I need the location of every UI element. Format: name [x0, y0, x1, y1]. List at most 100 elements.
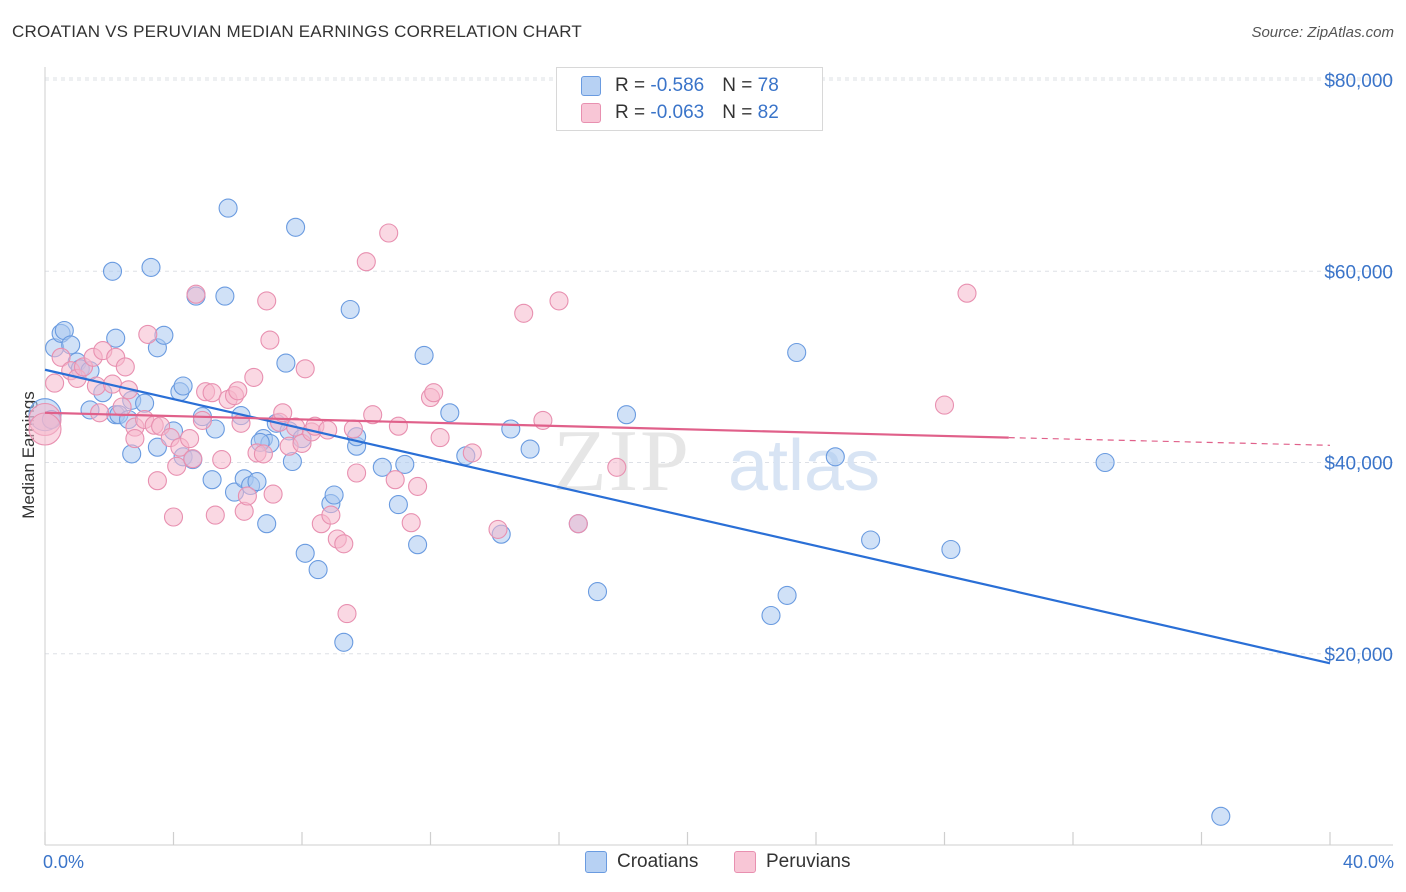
peruvians-point: [51, 347, 71, 367]
series-legend-swatch-croatians: [585, 851, 607, 873]
peruvians-point: [424, 383, 444, 403]
peruvians-point: [260, 330, 280, 350]
peruvians-point: [363, 405, 383, 425]
x-tick-label-min: 0.0%: [43, 852, 85, 872]
croatians-point: [135, 393, 155, 413]
peruvians-point: [356, 252, 376, 272]
croatians-point: [761, 605, 781, 626]
peruvians-point: [568, 514, 588, 534]
watermark-atlas: atlas: [728, 426, 880, 506]
peruvians-point: [334, 534, 354, 554]
trendline-peruvians-extension: [1008, 437, 1331, 446]
peruvians-point: [90, 403, 110, 423]
peruvians-point: [228, 381, 248, 401]
peruvians-point: [388, 416, 408, 436]
y-tick-label-40000: $40,000: [1324, 454, 1393, 475]
peruvians-point: [244, 367, 264, 387]
peruvians-point: [934, 395, 955, 415]
peruvians-point: [183, 449, 203, 469]
trendline-peruvians: [44, 411, 1009, 439]
peruvians-point: [180, 429, 200, 449]
peruvians-point: [186, 284, 206, 304]
croatians-point: [861, 530, 881, 550]
peruvians-point: [112, 397, 132, 417]
peruvians-point: [514, 303, 534, 323]
croatians-point: [141, 257, 161, 277]
legend-n-value-croatians: 78: [757, 75, 779, 96]
croatians-point: [408, 535, 428, 555]
croatians-point: [587, 582, 608, 602]
legend-r-label: R =: [615, 102, 651, 123]
peruvians-point: [205, 505, 225, 525]
peruvians-point: [321, 505, 341, 525]
peruvians-point: [549, 291, 569, 311]
croatians-point: [324, 485, 344, 505]
croatians-point: [173, 376, 193, 396]
croatians-point: [777, 585, 797, 605]
axes: [44, 67, 1393, 846]
trendlines: [44, 368, 1331, 665]
legend-row-croatians: R = -0.586 N = 78: [581, 74, 779, 98]
legend-n-label: N =: [722, 75, 758, 96]
legend-r-label: R =: [615, 75, 651, 96]
croatians-point: [941, 539, 961, 560]
croatians-point: [501, 419, 521, 439]
legend-swatch-peruvians: [581, 103, 601, 123]
peruvians-point: [295, 359, 315, 379]
peruvians-point: [488, 519, 508, 539]
croatians-point: [147, 437, 167, 457]
peruvians-point: [212, 450, 232, 470]
peruvians-point: [147, 471, 167, 491]
peruvians-point: [263, 484, 283, 504]
legend-swatch-croatians: [581, 76, 601, 96]
peruvians-point: [343, 419, 363, 439]
peruvians-point: [163, 507, 184, 527]
croatians-point: [218, 198, 238, 218]
legend-n-value-peruvians: 82: [757, 102, 779, 123]
peruvians-point: [45, 373, 65, 393]
croatians-point: [440, 403, 460, 423]
peruvians-point: [192, 410, 212, 430]
peruvians-point: [237, 486, 257, 506]
peruvians-point: [273, 403, 293, 423]
legend-r-value-croatians: -0.586: [650, 75, 705, 96]
croatians-point: [787, 342, 807, 363]
peruvians-point: [347, 463, 367, 483]
series-legend-peruvians[interactable]: Peruvians: [734, 851, 851, 873]
correlation-legend: R = -0.586 N = 78 R = -0.063 N = 82: [556, 67, 823, 131]
peruvians-point: [167, 456, 187, 476]
peruvians-point: [125, 429, 145, 449]
croatians-point: [520, 439, 540, 459]
series-legend-croatians[interactable]: Croatians: [585, 851, 698, 873]
croatians-point: [102, 261, 123, 281]
source-label: Source: ZipAtlas.com: [1251, 24, 1394, 41]
y-tick-label-60000: $60,000: [1324, 262, 1393, 283]
peruvians-point: [408, 476, 428, 496]
peruvians-point: [957, 283, 977, 303]
chart-title: CROATIAN VS PERUVIAN MEDIAN EARNINGS COR…: [12, 22, 582, 41]
peruvians-point: [462, 443, 482, 463]
croatians-point: [414, 345, 434, 365]
croatians-point: [276, 353, 296, 373]
peruvians-point: [379, 223, 399, 243]
croatians-point: [257, 514, 277, 534]
series-legend: Croatians Peruvians: [0, 851, 1406, 877]
legend-r-value-peruvians: -0.063: [650, 102, 705, 123]
series-legend-label-peruvians: Peruvians: [766, 851, 851, 872]
peruvians-point: [430, 428, 450, 448]
croatians-point: [1095, 452, 1115, 473]
croatians-point: [372, 457, 392, 477]
croatians-point: [247, 472, 267, 492]
croatians-point: [334, 632, 354, 652]
series-legend-swatch-peruvians: [734, 851, 756, 873]
legend-row-peruvians: R = -0.063 N = 82: [581, 101, 779, 125]
x-tick-label-max: 40.0%: [1342, 852, 1394, 872]
series-peruvians: [28, 223, 977, 624]
croatians-point: [825, 447, 845, 467]
peruvians-point: [257, 291, 277, 311]
croatians-point: [215, 286, 235, 306]
croatians-point: [395, 454, 415, 474]
peruvians-point: [28, 412, 62, 446]
peruvians-point: [385, 470, 405, 490]
